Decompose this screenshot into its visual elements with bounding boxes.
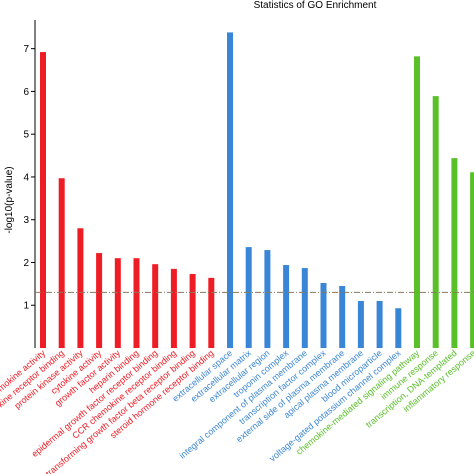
- y-tick-label: 5: [23, 130, 29, 141]
- y-axis-label: -log10(p-value): [4, 166, 15, 233]
- y-tick-label: 7: [23, 44, 29, 55]
- chart-title: Statistics of GO Enrichment: [254, 0, 377, 11]
- bar: [77, 228, 84, 348]
- y-tick-label: 1: [23, 301, 29, 312]
- bar: [208, 277, 215, 348]
- bar: [189, 274, 196, 348]
- bar: [58, 178, 65, 348]
- bar: [170, 268, 177, 348]
- bar: [376, 300, 383, 348]
- bar: [432, 96, 439, 348]
- bar: [301, 268, 308, 348]
- y-tick-label: 3: [23, 215, 29, 226]
- bar: [133, 258, 140, 348]
- bar: [264, 250, 271, 348]
- bar: [40, 52, 46, 348]
- y-tick-label: 4: [23, 172, 29, 183]
- bar: [152, 264, 159, 348]
- bar: [320, 283, 327, 348]
- y-tick-label: 6: [23, 87, 29, 98]
- bar: [227, 32, 233, 348]
- bar: [283, 265, 290, 348]
- bar: [414, 56, 420, 349]
- bar: [96, 253, 103, 348]
- bar: [339, 285, 346, 348]
- bar: [114, 258, 121, 348]
- bar: [357, 300, 364, 348]
- y-tick-label: 2: [23, 258, 29, 269]
- bar: [395, 308, 402, 348]
- bar: [245, 247, 252, 348]
- bar: [470, 172, 474, 348]
- bar: [451, 158, 458, 348]
